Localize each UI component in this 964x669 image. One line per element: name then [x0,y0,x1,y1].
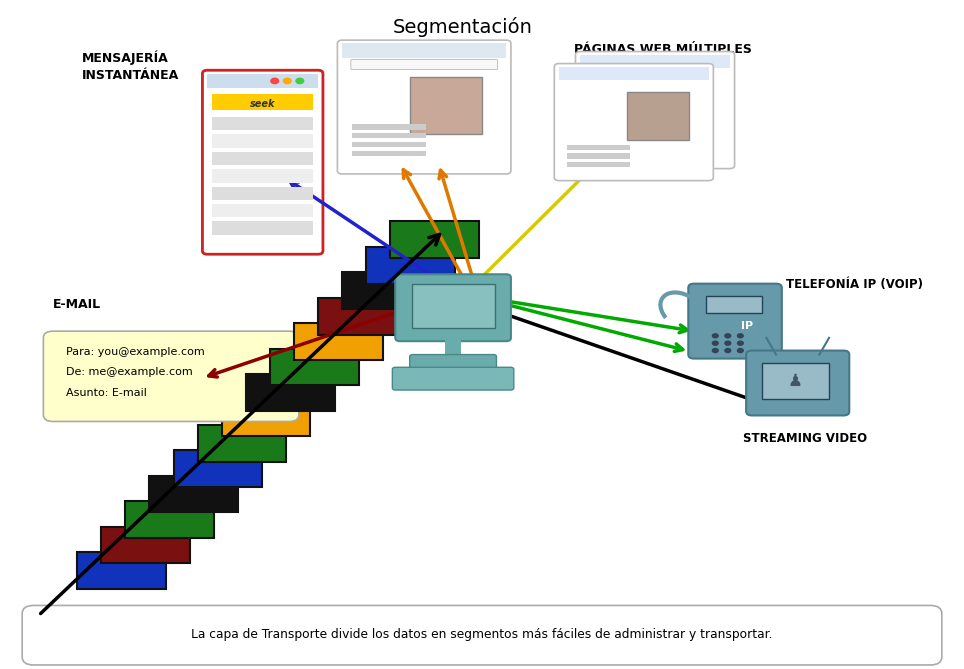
FancyBboxPatch shape [412,284,495,328]
FancyBboxPatch shape [352,151,426,156]
Circle shape [725,334,731,338]
Bar [77,552,166,589]
FancyBboxPatch shape [212,221,313,235]
FancyBboxPatch shape [352,142,426,147]
FancyBboxPatch shape [212,204,313,217]
Text: De: me@example.com: De: me@example.com [66,367,192,377]
FancyBboxPatch shape [207,74,318,88]
Circle shape [283,78,291,84]
Text: La capa de Transporte divide los datos en segmentos más fáciles de administrar y: La capa de Transporte divide los datos e… [191,628,773,642]
Bar [246,374,335,411]
FancyBboxPatch shape [43,331,299,421]
Bar [222,399,310,436]
FancyBboxPatch shape [627,92,689,140]
Bar [174,450,262,487]
Bar [101,527,190,563]
FancyBboxPatch shape [567,145,629,150]
Bar [198,425,286,462]
Text: STREAMING VIDEO: STREAMING VIDEO [743,432,867,444]
FancyBboxPatch shape [202,70,323,254]
Circle shape [296,78,304,84]
FancyBboxPatch shape [688,284,782,359]
Circle shape [712,334,718,338]
Bar [390,221,479,258]
FancyBboxPatch shape [576,52,735,169]
FancyBboxPatch shape [559,67,709,80]
FancyBboxPatch shape [762,363,829,399]
Circle shape [271,78,279,84]
Text: IP: IP [741,322,753,331]
FancyBboxPatch shape [337,40,511,174]
Text: PÁGINAS WEB MÚLTIPLES: PÁGINAS WEB MÚLTIPLES [574,43,752,56]
Text: E-MAIL: E-MAIL [53,298,101,311]
Text: ♟: ♟ [788,372,803,389]
Bar [125,501,214,538]
FancyBboxPatch shape [352,124,426,130]
Bar [270,349,359,385]
FancyBboxPatch shape [580,55,730,68]
FancyBboxPatch shape [567,153,629,159]
Bar [294,323,383,360]
FancyBboxPatch shape [212,169,313,183]
Bar [445,338,461,359]
FancyBboxPatch shape [212,152,313,165]
FancyBboxPatch shape [567,162,629,167]
Text: Asunto: E-mail: Asunto: E-mail [66,388,147,398]
Circle shape [712,341,718,345]
Bar [318,298,407,334]
Circle shape [725,349,731,353]
Bar [149,476,238,512]
FancyBboxPatch shape [342,43,506,58]
Circle shape [737,341,743,345]
FancyBboxPatch shape [395,274,511,341]
FancyBboxPatch shape [410,77,482,134]
Text: MENSAJERÍA
INSTANTÁNEA: MENSAJERÍA INSTANTÁNEA [82,50,179,82]
FancyBboxPatch shape [410,355,496,373]
FancyBboxPatch shape [352,133,426,138]
FancyBboxPatch shape [351,60,497,70]
Circle shape [712,349,718,353]
FancyBboxPatch shape [212,134,313,148]
FancyBboxPatch shape [22,605,942,665]
Circle shape [737,334,743,338]
Bar [342,272,431,309]
FancyBboxPatch shape [706,296,762,313]
Text: TELEFONÍA IP (VOIP): TELEFONÍA IP (VOIP) [786,278,923,291]
FancyBboxPatch shape [554,64,713,181]
FancyBboxPatch shape [746,351,849,415]
Text: Segmentación: Segmentación [392,17,533,37]
Bar [366,247,455,284]
FancyBboxPatch shape [212,187,313,200]
Circle shape [725,341,731,345]
FancyBboxPatch shape [212,117,313,130]
Text: Para: you@example.com: Para: you@example.com [66,347,204,357]
Circle shape [737,349,743,353]
FancyBboxPatch shape [392,367,514,390]
FancyBboxPatch shape [212,94,313,110]
Text: seek: seek [250,99,275,108]
